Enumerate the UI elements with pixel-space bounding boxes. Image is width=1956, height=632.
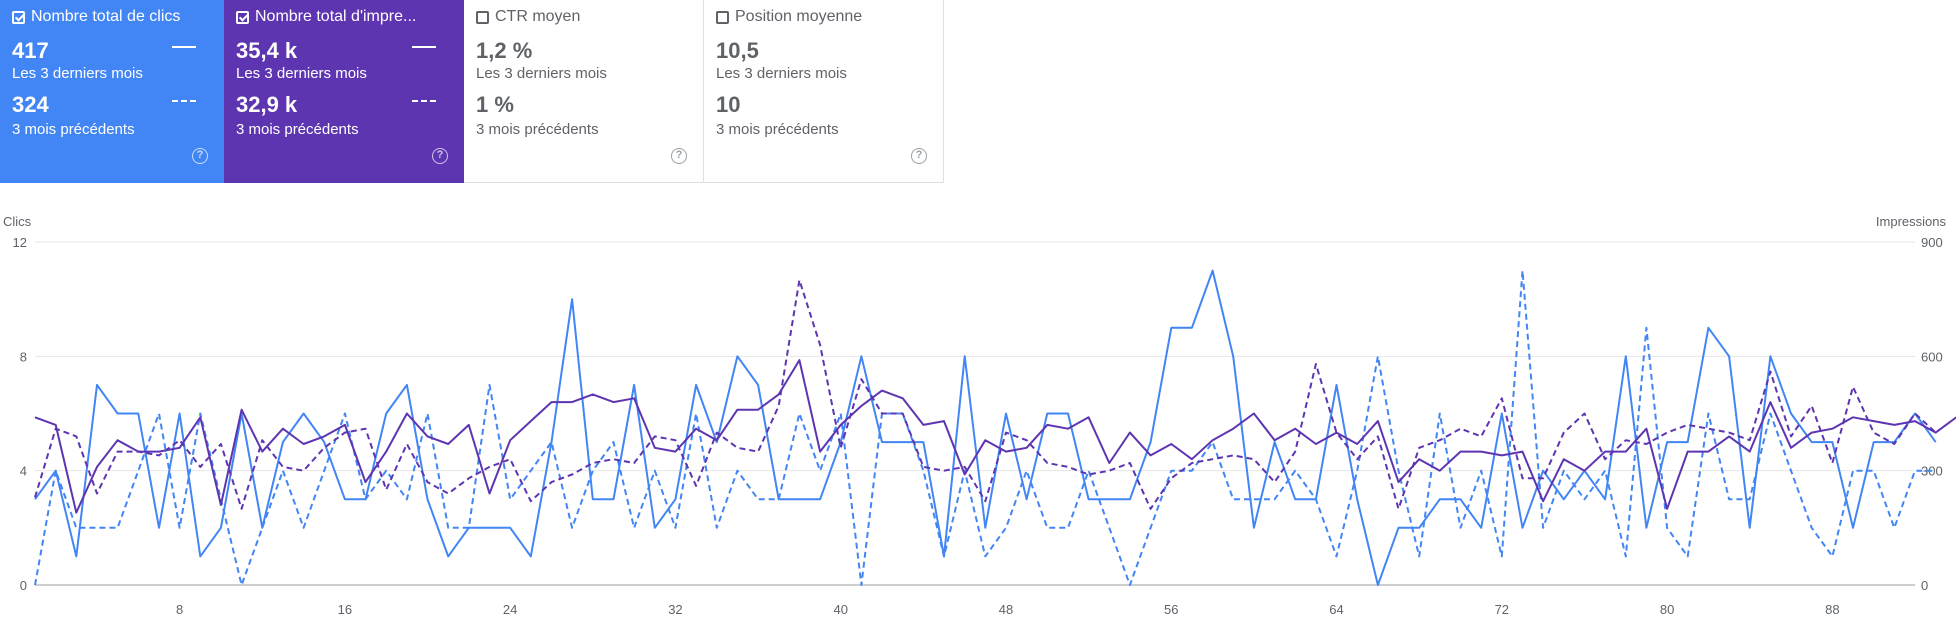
card-average-position[interactable]: Position moyenne 10,5 Les 3 derniers moi… <box>704 0 944 183</box>
clicks-solid-series-line <box>34 269 1937 586</box>
current-period-label: Les 3 derniers mois <box>716 65 847 82</box>
current-value: 10,5 <box>716 38 759 63</box>
x-tick-label: 88 <box>1825 602 1839 617</box>
card-title: Nombre total d'impre... <box>255 8 417 25</box>
left-tick-label: 4 <box>20 464 27 479</box>
checkbox-checked-icon[interactable] <box>236 10 249 24</box>
help-icon[interactable]: ? <box>671 148 687 164</box>
previous-period-label: 3 mois précédents <box>236 121 359 138</box>
x-tick-label: 8 <box>176 602 183 617</box>
x-tick-label: 56 <box>1164 602 1178 617</box>
current-value: 417 <box>12 38 49 63</box>
current-period-label: Les 3 derniers mois <box>236 65 367 82</box>
solid-line-legend-icon <box>172 46 196 48</box>
card-title: CTR moyen <box>495 8 581 25</box>
help-icon[interactable]: ? <box>192 148 208 164</box>
x-tick-label: 24 <box>503 602 517 617</box>
help-icon[interactable]: ? <box>432 148 448 164</box>
left-axis-title: Clics <box>3 214 32 229</box>
checkbox-checked-icon[interactable] <box>12 10 25 24</box>
right-tick-label: 0 <box>1921 578 1928 593</box>
x-tick-label: 32 <box>668 602 682 617</box>
card-title: Position moyenne <box>735 8 863 25</box>
x-tick-label: 72 <box>1495 602 1509 617</box>
right-axis-title: Impressions <box>1876 214 1947 229</box>
previous-value: 10 <box>716 92 741 117</box>
dashed-line-legend-icon <box>412 100 436 102</box>
left-tick-label: 12 <box>13 235 27 250</box>
metric-cards: Nombre total de clics 417 Les 3 derniers… <box>0 0 944 183</box>
previous-period-label: 3 mois précédents <box>716 121 839 138</box>
card-title: Nombre total de clics <box>31 8 181 25</box>
previous-period-label: 3 mois précédents <box>12 121 135 138</box>
gridlines <box>35 241 1915 586</box>
card-total-impressions[interactable]: Nombre total d'impre... 35,4 k Les 3 der… <box>224 0 464 183</box>
x-tick-label: 80 <box>1660 602 1674 617</box>
previous-value: 1 % <box>476 92 514 117</box>
current-value: 1,2 % <box>476 38 533 63</box>
solid-line-legend-icon <box>412 46 436 48</box>
current-period-label: Les 3 derniers mois <box>476 65 607 82</box>
impressions-solid-series-line <box>34 359 1956 514</box>
x-tick-label: 16 <box>338 602 352 617</box>
clicks-dashed-series-line <box>34 269 1936 586</box>
series-lines <box>34 269 1956 586</box>
impressions-dashed-series-line <box>34 279 1937 510</box>
current-value: 35,4 k <box>236 38 298 63</box>
left-tick-label: 8 <box>20 349 27 364</box>
x-tick-label: 64 <box>1329 602 1343 617</box>
x-tick-label: 48 <box>999 602 1013 617</box>
previous-period-label: 3 mois précédents <box>476 121 599 138</box>
previous-value: 32,9 k <box>236 92 298 117</box>
card-total-clicks[interactable]: Nombre total de clics 417 Les 3 derniers… <box>0 0 224 183</box>
checkbox-unchecked-icon[interactable] <box>716 10 729 24</box>
checkbox-unchecked-icon[interactable] <box>476 10 489 24</box>
left-tick-label: 0 <box>20 578 27 593</box>
card-average-ctr[interactable]: CTR moyen 1,2 % Les 3 derniers mois 1 % … <box>464 0 704 183</box>
dashed-line-legend-icon <box>172 100 196 102</box>
right-tick-label: 600 <box>1921 349 1943 364</box>
x-tick-label: 40 <box>833 602 847 617</box>
help-icon[interactable]: ? <box>911 148 927 164</box>
current-period-label: Les 3 derniers mois <box>12 65 143 82</box>
previous-value: 324 <box>12 92 49 117</box>
right-tick-label: 900 <box>1921 235 1943 250</box>
